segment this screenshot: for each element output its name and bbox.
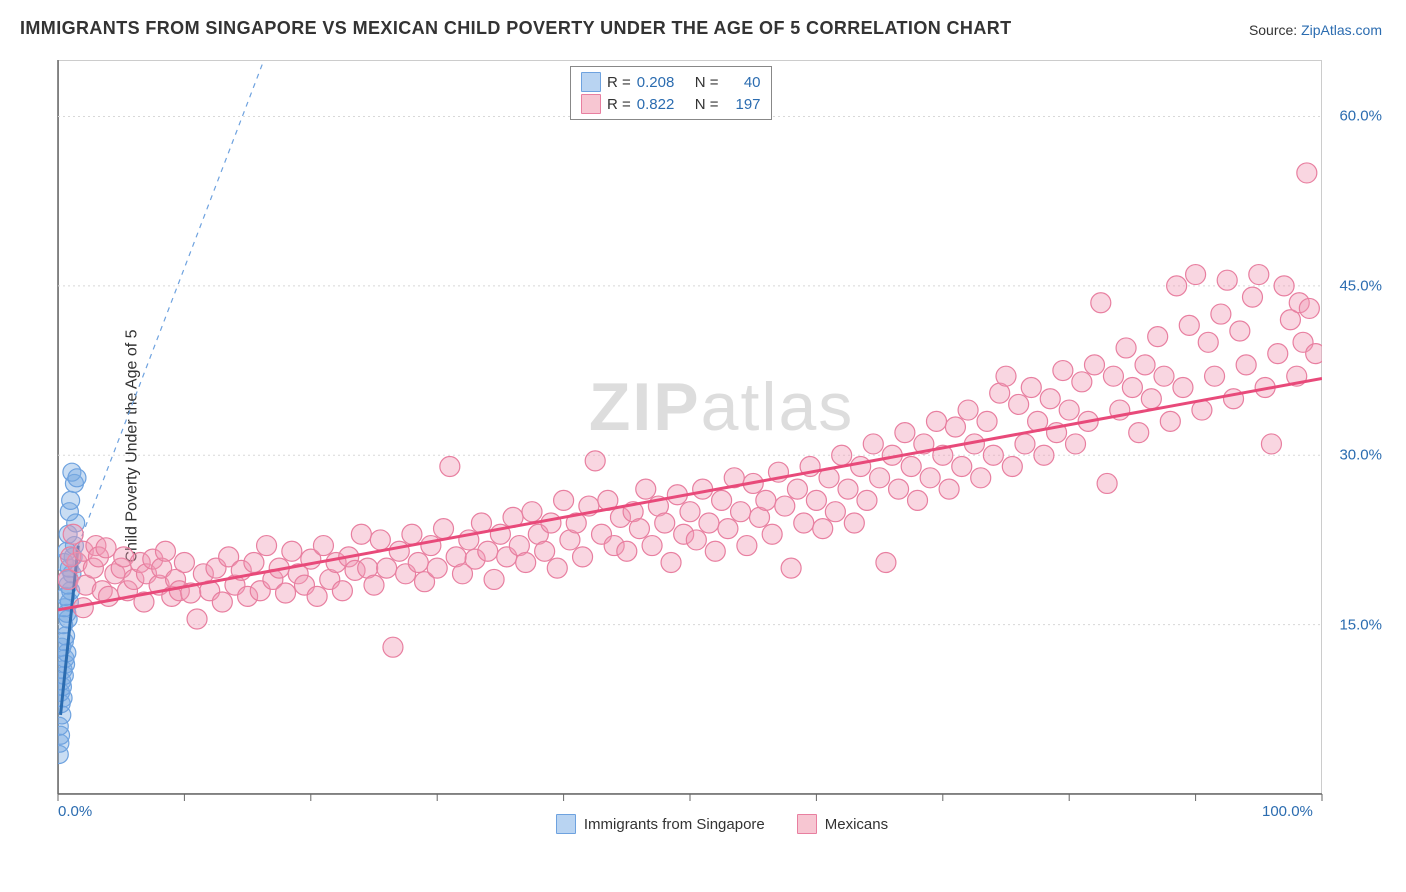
correlation-legend: R = 0.208 N = 40 R = 0.822 N = 197 xyxy=(570,66,772,120)
y-tick-label: 45.0% xyxy=(1339,277,1382,294)
legend-label: Immigrants from Singapore xyxy=(584,816,765,833)
legend-row: R = 0.822 N = 197 xyxy=(581,93,761,115)
source-attribution: Source: ZipAtlas.com xyxy=(1249,22,1382,38)
y-tick-label: 60.0% xyxy=(1339,108,1382,125)
chart-title: IMMIGRANTS FROM SINGAPORE VS MEXICAN CHI… xyxy=(20,18,1012,39)
series-legend-item: Mexicans xyxy=(797,814,888,834)
legend-n-value: 197 xyxy=(725,96,761,113)
legend-r-value: 0.208 xyxy=(637,74,689,91)
legend-swatch xyxy=(556,814,576,834)
legend-swatch xyxy=(581,94,601,114)
legend-n-value: 40 xyxy=(725,74,761,91)
legend-r-label: R = xyxy=(607,74,631,91)
legend-swatch xyxy=(581,72,601,92)
legend-n-label: N = xyxy=(695,74,719,91)
series-legend-item: Immigrants from Singapore xyxy=(556,814,765,834)
legend-n-label: N = xyxy=(695,96,719,113)
legend-row: R = 0.208 N = 40 xyxy=(581,71,761,93)
legend-swatch xyxy=(797,814,817,834)
legend-r-label: R = xyxy=(607,96,631,113)
legend-label: Mexicans xyxy=(825,816,888,833)
chart-area: ZIPatlas R =0.208N =40R =0.822N =197 15.… xyxy=(54,56,1390,838)
y-tick-label: 15.0% xyxy=(1339,616,1382,633)
legend-r-value: 0.822 xyxy=(637,96,689,113)
source-label: Source: xyxy=(1249,22,1297,38)
series-legend: Immigrants from Singapore Mexicans xyxy=(54,814,1390,834)
y-tick-label: 30.0% xyxy=(1339,447,1382,464)
source-link[interactable]: ZipAtlas.com xyxy=(1301,22,1382,38)
scatter-svg xyxy=(54,56,1390,838)
